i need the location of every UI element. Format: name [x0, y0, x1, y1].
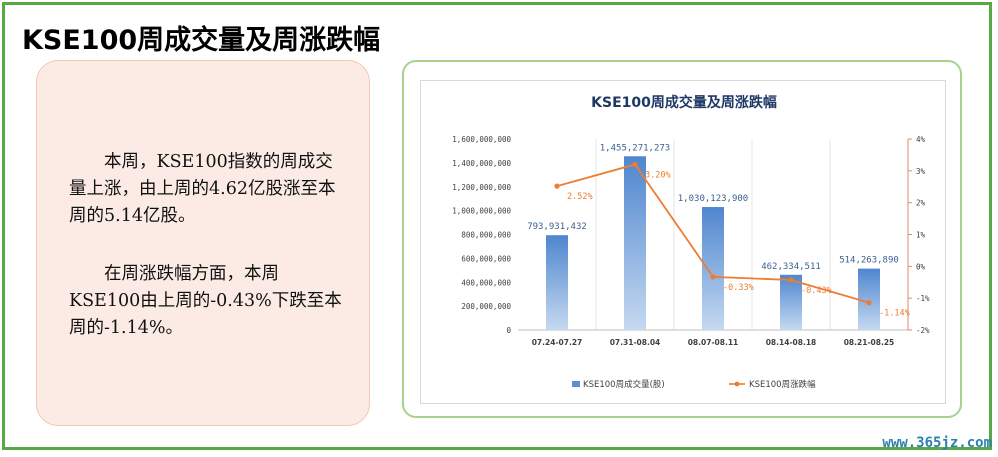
left-y-tick-label: 800,000,000: [461, 231, 511, 240]
x-tick-label: 07.24-07.27: [532, 338, 583, 347]
bar-value-label: 1,030,123,900: [678, 194, 748, 204]
line-value-label: -1.14%: [879, 309, 910, 319]
line-value-label: 2.52%: [567, 192, 593, 202]
right-y-tick-label: 1%: [916, 231, 926, 240]
combo-chart: KSE100周成交量及周涨跌幅 0 200,000,000 400,000,000 60…: [452, 94, 930, 390]
bar-07.31-08.04: [624, 156, 646, 330]
legend-bar-label: KSE100周成交量(股): [583, 379, 665, 390]
page-title: KSE100周成交量及周涨跌幅: [22, 25, 381, 56]
right-y-tick-label: -2%: [916, 326, 930, 335]
line-value-label: -0.43%: [801, 286, 832, 296]
line-point-07.31-08.04: [632, 161, 638, 168]
right-y-tick-label: 2%: [916, 199, 926, 208]
bar-value-label: 1,455,271,273: [600, 143, 670, 153]
legend-line-label: KSE100周涨跌幅: [749, 379, 816, 390]
line-value-label: -0.33%: [723, 283, 754, 293]
right-y-tick-label: 0%: [916, 262, 926, 271]
bar-value-label: 462,334,511: [761, 262, 821, 272]
chart-container: KSE100周成交量及周涨跌幅 0 200,000,000 400,000,000 60…: [420, 80, 946, 404]
watermark: www.365jz.com: [882, 435, 992, 451]
left-y-tick-label: 200,000,000: [461, 302, 511, 311]
x-tick-label: 08.07-08.11: [688, 338, 739, 347]
x-tick-label: 08.21-08.25: [844, 338, 895, 347]
bar-08.14-08.18: [780, 274, 802, 330]
summary-paragraph-volume: 本周，KSE100指数的周成交量上涨，由上周的4.62亿股涨至本周的5.14亿股…: [69, 152, 336, 226]
legend-line-marker: [734, 381, 740, 387]
left-y-tick-label: 0: [506, 326, 511, 335]
left-y-tick-label: 600,000,000: [461, 254, 511, 263]
left-y-tick-label: 1,200,000,000: [452, 183, 511, 192]
right-y-tick-label: -1%: [916, 294, 930, 303]
left-y-tick-label: 1,400,000,000: [452, 159, 511, 168]
x-tick-label: 08.14-08.18: [766, 338, 817, 347]
x-tick-label: 07.31-08.04: [610, 338, 661, 347]
line-point-08.14-08.18: [788, 277, 794, 283]
line-point-08.21-08.25: [866, 300, 872, 306]
line-point-08.07-08.11: [710, 274, 716, 280]
bar-value-label: 793,931,432: [527, 222, 587, 232]
left-y-tick-label: 1,000,000,000: [452, 207, 511, 216]
right-y-tick-label: 3%: [916, 167, 926, 176]
left-y-tick-label: 400,000,000: [461, 278, 511, 287]
chart-title: KSE100周成交量及周涨跌幅: [591, 94, 777, 111]
bar-08.21-08.25: [858, 268, 880, 330]
bar-08.07-08.11: [702, 207, 724, 330]
left-y-tick-label: 1,600,000,000: [452, 135, 511, 144]
summary-paragraph-change: 在周涨跌幅方面，本周KSE100由上周的-0.43%下跌至本周的-1.14%。: [69, 264, 342, 338]
bar-07.24-07.27: [546, 235, 568, 330]
line-value-label: 3.20%: [645, 170, 671, 180]
bar-value-label: 514,263,890: [839, 256, 899, 266]
line-point-07.24-07.27: [554, 183, 560, 189]
legend-bar-swatch: [572, 381, 580, 387]
right-y-tick-label: 4%: [916, 135, 926, 144]
summary-panel: 本周，KSE100指数的周成交量上涨，由上周的4.62亿股涨至本周的5.14亿股…: [36, 60, 370, 426]
